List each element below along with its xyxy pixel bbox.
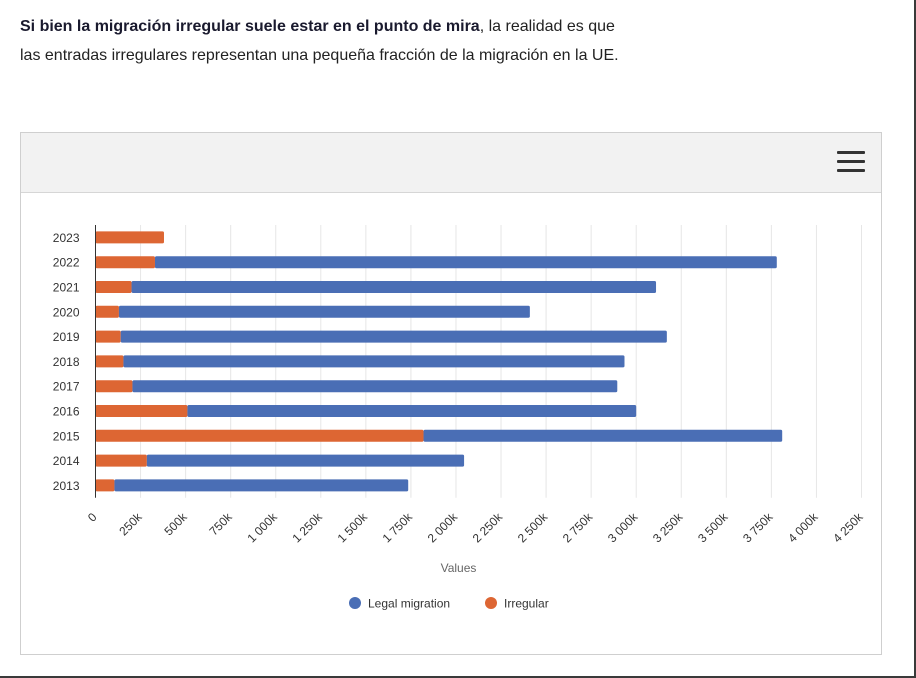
page-border-bottom [0, 676, 916, 678]
y-tick-label: 2022 [53, 256, 80, 270]
bar-legal-migration-2021[interactable] [131, 281, 657, 293]
bar-irregular-2013[interactable] [95, 479, 115, 492]
x-tick-label: 2 000k [425, 509, 461, 545]
x-axis-title: Values [441, 561, 477, 575]
legend-label-legal-migration[interactable]: Legal migration [368, 597, 450, 611]
bar-irregular-2015[interactable] [95, 429, 424, 442]
bar-irregular-2019[interactable] [95, 330, 121, 343]
bar-legal-migration-2017[interactable] [132, 380, 618, 393]
hamburger-menu-icon[interactable] [837, 151, 865, 175]
bar-irregular-2017[interactable] [95, 380, 133, 393]
intro-bold-text: Si bien la migración irregular suele est… [20, 18, 480, 35]
bar-legal-migration-2014[interactable] [146, 454, 465, 467]
intro-paragraph: Si bien la migración irregular suele est… [20, 12, 620, 70]
x-tick-label: 2 500k [515, 509, 551, 545]
bar-legal-migration-2013[interactable] [114, 479, 409, 492]
y-tick-label: 2020 [53, 305, 80, 319]
chart-container: 2023 2022 2021 2020 2019 2018 2017 2016 2015 2014… [20, 132, 882, 655]
bar-irregular-2022[interactable] [95, 256, 155, 269]
bar-chart: 2023 2022 2021 2020 2019 2018 2017 2016 2015 2014… [53, 225, 866, 611]
x-tick-label: 0 [85, 510, 100, 525]
x-tick-label: 3 750k [740, 509, 776, 545]
bar-legal-migration-2015[interactable] [423, 429, 783, 442]
bar-legal-migration-2019[interactable] [120, 330, 667, 343]
bar-legal-migration-2020[interactable] [118, 305, 530, 318]
y-tick-label: 2016 [53, 405, 80, 419]
y-tick-label: 2014 [53, 454, 80, 468]
bar-legal-migration-2022[interactable] [154, 256, 777, 269]
intro-text: , la realidad es que las entradas irregu… [20, 18, 619, 64]
bar-irregular-2018[interactable] [95, 355, 124, 368]
x-tick-label: 3 500k [695, 509, 731, 545]
x-tick-label: 1 500k [335, 509, 371, 545]
x-tick-label: 4 000k [785, 509, 821, 545]
legend-marker-irregular[interactable] [485, 597, 497, 609]
y-tick-label: 2017 [53, 380, 80, 394]
y-tick-label: 2013 [53, 479, 80, 493]
x-tick-label: 3 250k [650, 509, 686, 545]
bar-irregular-2023[interactable] [95, 231, 164, 244]
bar-irregular-2021[interactable] [95, 281, 132, 293]
y-tick-label: 2019 [53, 330, 80, 344]
x-tick-label: 1 750k [380, 509, 416, 545]
y-tick-label: 2018 [53, 355, 80, 369]
y-tick-label: 2021 [53, 281, 80, 295]
bar-irregular-2020[interactable] [95, 305, 119, 318]
x-tick-label: 1 000k [244, 509, 280, 545]
x-tick-label: 250k [116, 509, 145, 538]
bar-irregular-2014[interactable] [95, 454, 147, 467]
x-tick-label: 2 250k [470, 509, 506, 545]
legend-marker-legal-migration[interactable] [349, 597, 361, 609]
x-tick-label: 1 250k [290, 509, 326, 545]
x-tick-label: 2 750k [560, 509, 596, 545]
y-tick-label: 2015 [53, 429, 80, 443]
chart-toolbar [21, 133, 881, 193]
bar-legal-migration-2016[interactable] [187, 405, 637, 417]
y-tick-label: 2023 [53, 231, 80, 245]
legend-label-irregular[interactable]: Irregular [504, 597, 549, 611]
x-tick-label: 3 000k [605, 509, 641, 545]
bar-legal-migration-2018[interactable] [123, 355, 625, 368]
page-border-right [914, 0, 916, 678]
x-tick-label: 500k [161, 509, 190, 538]
bar-irregular-2016[interactable] [95, 405, 188, 417]
x-tick-label: 4 250k [830, 509, 866, 545]
x-tick-label: 750k [206, 509, 235, 538]
